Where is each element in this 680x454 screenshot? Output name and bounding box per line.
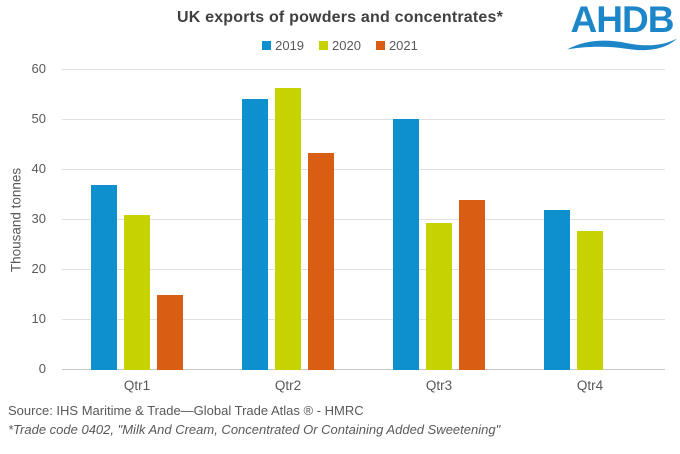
- y-tick-label: 10: [31, 311, 46, 326]
- legend-item-2019: 2019: [262, 38, 304, 53]
- y-tick-label: 40: [31, 161, 46, 176]
- bar-2021-Qtr3: [459, 200, 485, 370]
- x-tick-label-Qtr1: Qtr1: [123, 378, 151, 393]
- bar-2021-Qtr1: [157, 295, 183, 370]
- ahdb-logo: AHDB: [566, 0, 678, 53]
- bar-2019-Qtr4: [544, 210, 570, 370]
- x-tick-label-Qtr4: Qtr4: [576, 378, 604, 393]
- bar-2019-Qtr2: [242, 99, 268, 370]
- legend: 2019 2020 2021: [0, 37, 680, 53]
- legend-swatch-2021: [375, 40, 385, 50]
- legend-item-2020: 2020: [319, 38, 361, 53]
- bar-2020-Qtr1: [124, 215, 150, 370]
- chart-title: UK exports of powders and concentrates*: [176, 9, 504, 26]
- legend-item-2021: 2021: [375, 37, 418, 53]
- bar-2019-Qtr1: [91, 185, 117, 370]
- y-tick-label: 20: [31, 261, 46, 276]
- source-text: Source: IHS Maritime & Trade—Global Trad…: [8, 403, 364, 418]
- legend-label-2019: 2019: [275, 37, 305, 53]
- bar-2020-Qtr3: [426, 222, 452, 370]
- gridline: [62, 319, 665, 320]
- y-tick-label: 0: [38, 361, 46, 376]
- ahdb-logo-wave-path: [567, 38, 677, 51]
- y-tick-label: 50: [31, 111, 46, 126]
- gridline: [62, 69, 665, 70]
- y-tick-label: 60: [31, 61, 46, 76]
- bar-2020-Qtr2: [275, 87, 301, 370]
- ahdb-logo-wave: [567, 38, 677, 51]
- gridline: [62, 269, 665, 270]
- ahdb-logo-text: AHDB: [570, 0, 675, 40]
- gridline: [62, 119, 665, 120]
- gridline: [62, 219, 665, 220]
- legend-swatch-2019: [262, 40, 272, 50]
- gridline: [62, 169, 665, 170]
- y-tick-label: 30: [31, 211, 46, 226]
- legend-label-2020: 2020: [332, 37, 361, 53]
- bar-2019-Qtr3: [393, 119, 419, 370]
- x-tick-label-Qtr3: Qtr3: [425, 378, 453, 393]
- legend-label-2021: 2021: [388, 37, 418, 53]
- x-axis-line: [62, 369, 665, 370]
- bar-2020-Qtr4: [577, 231, 603, 370]
- legend-swatch-2020: [319, 40, 329, 50]
- x-tick-label-Qtr2: Qtr2: [274, 378, 302, 393]
- bar-2021-Qtr2: [308, 152, 334, 370]
- footnote-text: *Trade code 0402, "Milk And Cream, Conce…: [8, 422, 501, 437]
